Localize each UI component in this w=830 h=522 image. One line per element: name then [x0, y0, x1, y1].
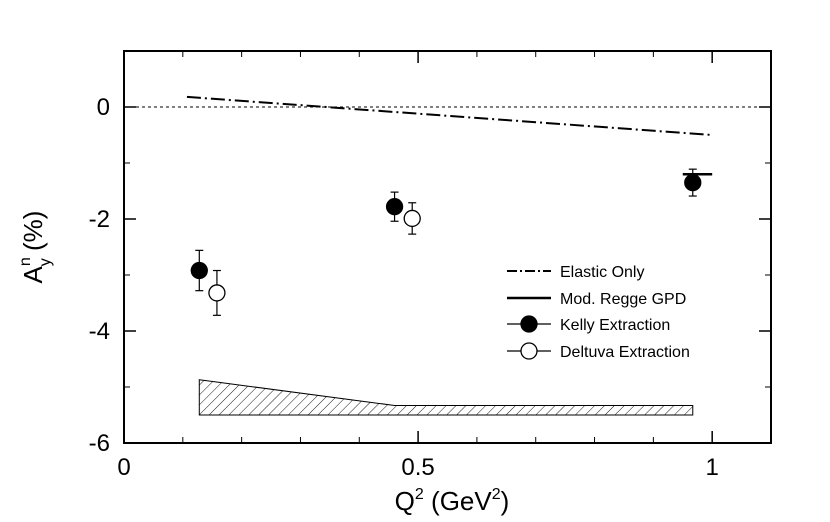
- legend-deltuva-marker: [520, 342, 538, 360]
- legend-label: Kelly Extraction: [560, 317, 670, 334]
- elastic-only-line: [186, 95, 713, 136]
- y-tick-label: -6: [89, 430, 110, 457]
- y-axis-title: An y (%): [17, 211, 54, 284]
- y-tick-label: -4: [89, 318, 110, 345]
- deltuva-extraction-point: [403, 209, 421, 228]
- legend: Elastic Only Mod. Regge GPD Kelly Extracti…: [507, 264, 690, 361]
- legend-label: Mod. Regge GPD: [560, 291, 686, 308]
- kelly-extraction-point: [190, 261, 208, 280]
- data-point-layer: [190, 168, 702, 316]
- y-tick-label: -2: [89, 206, 110, 233]
- systematic-band-layer: [198, 379, 694, 416]
- x-tick-label: 1: [706, 454, 719, 481]
- kelly-extraction-point: [684, 173, 702, 192]
- kelly-extraction-point: [385, 198, 404, 216]
- tick-layer: 0 0.5 1 0 -2 -4 -6: [89, 50, 772, 481]
- systematic-error-band: [198, 379, 694, 416]
- x-tick-label: 0: [117, 454, 130, 481]
- legend-label: Elastic Only: [560, 264, 644, 281]
- x-axis-title: Q2 (GeV2): [395, 486, 510, 516]
- legend-label: Deltuva Extraction: [560, 344, 690, 361]
- y-tick-label: 0: [97, 94, 110, 121]
- plot-frame: [123, 50, 772, 444]
- legend-kelly-marker: [520, 315, 538, 333]
- x-tick-label: 0.5: [401, 454, 434, 481]
- deltuva-extraction-point: [208, 284, 226, 302]
- curve-layer: [186, 95, 713, 176]
